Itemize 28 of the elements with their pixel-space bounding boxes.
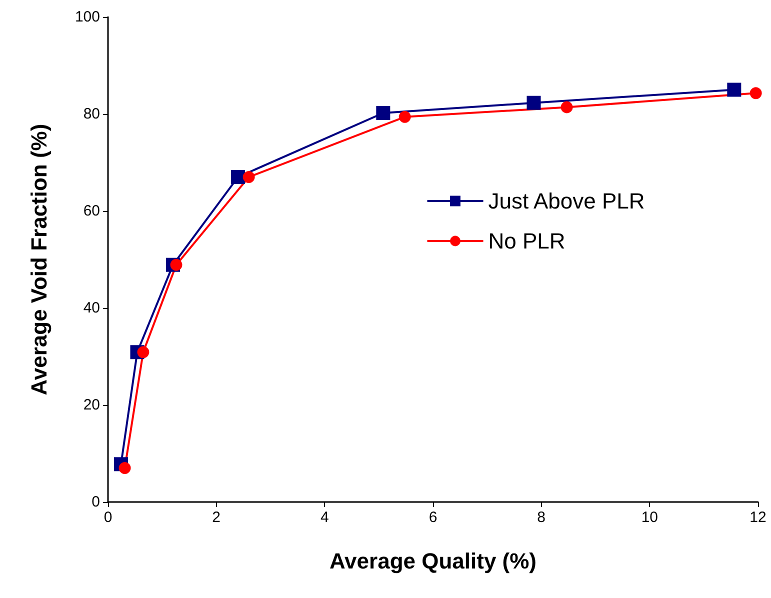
- x-tick-label: 8: [537, 509, 546, 526]
- point: [242, 171, 255, 184]
- point: [727, 82, 742, 97]
- x-tick-label: 4: [320, 509, 329, 526]
- x-tick-label: 0: [104, 509, 112, 526]
- point: [560, 101, 573, 114]
- point: [526, 96, 541, 110]
- y-axis-title: Average Void Fraction (%): [26, 124, 52, 396]
- y-tick-label: 80: [83, 106, 100, 122]
- y-tick-label: 60: [83, 202, 100, 220]
- y-tick-label: 40: [83, 300, 100, 316]
- y-tick-label: 20: [83, 396, 100, 414]
- point: [118, 462, 131, 474]
- x-tick-label: 10: [641, 509, 658, 526]
- point: [137, 346, 150, 358]
- y-tick-label: 100: [74, 8, 100, 26]
- x-tick-label: 12: [750, 509, 766, 526]
- y-tick-label: 0: [92, 494, 100, 510]
- x-axis-title: Average Quality (%): [329, 548, 537, 574]
- x-tick-label: 6: [428, 509, 438, 526]
- point: [231, 170, 245, 184]
- point: [750, 87, 762, 100]
- legend-label: No PLR: [488, 228, 566, 254]
- legend-label: Just Above PLR: [488, 188, 645, 214]
- point: [170, 258, 182, 271]
- point: [376, 106, 390, 120]
- x-tick-label: 2: [212, 509, 221, 526]
- point: [398, 110, 411, 123]
